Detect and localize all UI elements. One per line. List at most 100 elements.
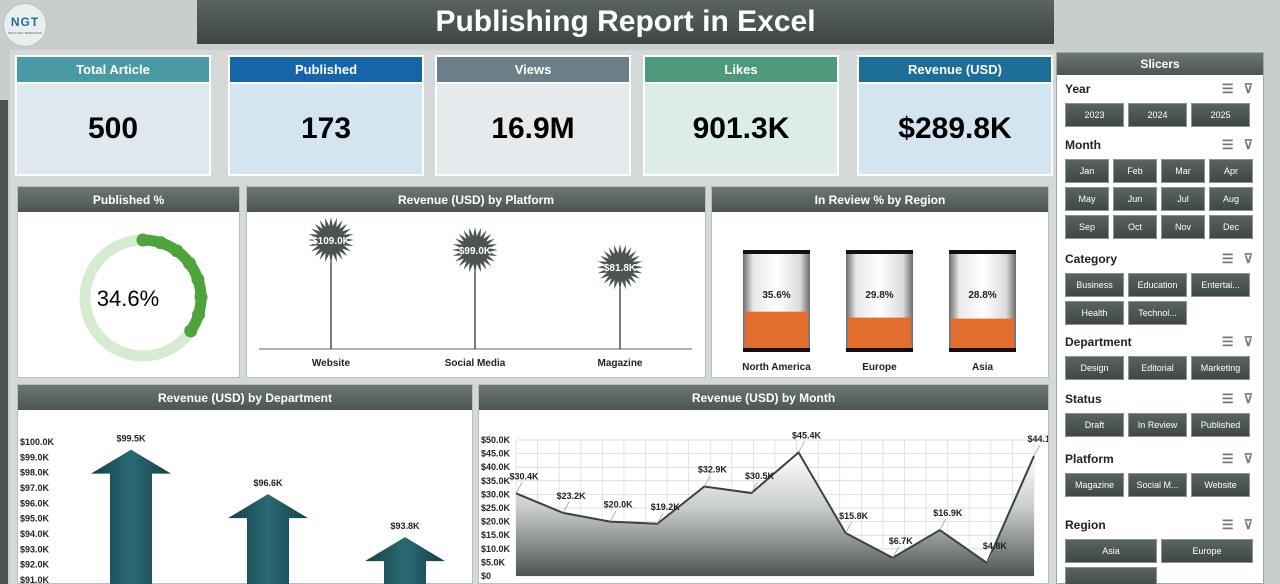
month-area: [516, 452, 1034, 576]
clear-filter-icon[interactable]: ⊽: [1243, 81, 1253, 96]
multiselect-icon[interactable]: ☰: [1221, 137, 1234, 152]
month-ytick: $35.0K: [481, 476, 511, 486]
multiselect-icon[interactable]: ☰: [1221, 334, 1234, 349]
slicer-item[interactable]: Website: [1191, 473, 1250, 497]
slicer-item[interactable]: Mar: [1161, 159, 1205, 183]
slicer-header: Department ☰ ⊽: [1065, 332, 1253, 352]
kpi-card-views[interactable]: Views 16.9M: [435, 55, 631, 176]
month-leader: [751, 481, 758, 494]
clear-filter-icon[interactable]: ⊽: [1243, 137, 1253, 152]
clear-filter-icon[interactable]: ⊽: [1243, 517, 1253, 532]
multiselect-icon[interactable]: ☰: [1221, 517, 1234, 532]
dept-ytick: $95.0K: [20, 514, 50, 524]
slicer-item[interactable]: Feb: [1113, 159, 1157, 183]
month-panel[interactable]: Revenue (USD) by Month $50.0K $45.0K $40.0…: [478, 384, 1049, 584]
slicer-item[interactable]: Business: [1065, 273, 1124, 297]
slicer-platform: Platform ☰ ⊽ Magazine Social M... Website: [1065, 449, 1253, 497]
department-panel[interactable]: Revenue (USD) by Department $100.0K $99.0…: [17, 384, 473, 584]
slicers-title: Slicers: [1057, 53, 1263, 75]
multiselect-icon[interactable]: ☰: [1221, 251, 1234, 266]
slicer-item[interactable]: Draft: [1065, 413, 1124, 437]
slicer-item[interactable]: Nov: [1161, 215, 1205, 239]
slicer-item[interactable]: Oct: [1113, 215, 1157, 239]
platform-value-label: $99.0K: [459, 246, 492, 257]
slicer-item[interactable]: Marketing: [1191, 356, 1250, 380]
region-value-label: 35.6%: [762, 290, 790, 301]
month-leader: [656, 512, 664, 524]
platform-value-label: $109.0K: [312, 236, 351, 247]
clear-filter-icon[interactable]: ⊽: [1243, 334, 1253, 349]
slicer-item[interactable]: Technol...: [1128, 301, 1187, 325]
dept-ytick: $96.0K: [20, 498, 50, 508]
donut-knot: [183, 256, 197, 270]
slicer-item[interactable]: [1065, 567, 1157, 584]
slicer-item[interactable]: Magazine: [1065, 473, 1124, 497]
slicer-item[interactable]: Entertai...: [1191, 273, 1250, 297]
page-title: Publishing Report in Excel: [435, 5, 816, 38]
month-ytick: $5.0K: [481, 557, 506, 567]
slicer-item[interactable]: Aug: [1209, 187, 1253, 211]
panel-title: Revenue (USD) by Platform: [247, 187, 705, 212]
clear-filter-icon[interactable]: ⊽: [1243, 391, 1253, 406]
month-chart: $50.0K $45.0K $40.0K $35.0K $30.0K $25.0K $20.…: [481, 431, 1048, 581]
slicer-item[interactable]: Asia: [1065, 539, 1157, 563]
published-pct-panel[interactable]: Published % 34.6%: [17, 186, 240, 378]
region-panel[interactable]: In Review % by Region 35.6% North America…: [711, 186, 1049, 378]
multiselect-icon[interactable]: ☰: [1221, 81, 1234, 96]
month-leader: [939, 518, 947, 531]
slicer-item[interactable]: Education: [1128, 273, 1187, 297]
slicer-item[interactable]: Design: [1065, 356, 1124, 380]
donut-knot: [136, 233, 150, 247]
slicer-title: Month: [1065, 138, 1101, 152]
slicer-item[interactable]: Sep: [1065, 215, 1109, 239]
multiselect-icon[interactable]: ☰: [1221, 451, 1234, 466]
slicer-item[interactable]: May: [1065, 187, 1109, 211]
slicer-item[interactable]: 2025: [1191, 103, 1250, 127]
kpi-card-published[interactable]: Published 173: [228, 55, 424, 176]
kpi-label: Published: [230, 57, 422, 84]
clear-filter-icon[interactable]: ⊽: [1243, 251, 1253, 266]
slicer-item[interactable]: Editorial: [1128, 356, 1187, 380]
platform-panel[interactable]: Revenue (USD) by Platform $109.0K Website…: [246, 186, 706, 378]
region-cylinder-cap: [846, 250, 913, 254]
slicer-item[interactable]: In Review: [1128, 413, 1187, 437]
kpi-card-total-article[interactable]: Total Article 500: [15, 55, 211, 176]
dept-arrow: [365, 537, 445, 584]
month-ytick: $10.0K: [481, 544, 511, 554]
dept-ytick: $94.0K: [20, 529, 50, 539]
slicers-panel: Slicers Year ☰ ⊽ 2023 2024 2025 Month ☰ ⊽ Jan Feb M…: [1056, 52, 1264, 584]
region-category-label: Asia: [972, 362, 994, 373]
slicer-department: Department ☰ ⊽ Design Editorial Marketing: [1065, 332, 1253, 380]
clear-filter-icon[interactable]: ⊽: [1243, 451, 1253, 466]
slicer-item[interactable]: Dec: [1209, 215, 1253, 239]
month-value-label: $6.7K: [889, 536, 914, 546]
kpi-label: Total Article: [17, 57, 209, 84]
slicer-item[interactable]: Jun: [1113, 187, 1157, 211]
slicer-item[interactable]: 2024: [1128, 103, 1187, 127]
slicer-item[interactable]: Europe: [1161, 539, 1253, 563]
slicer-region: Region ☰ ⊽ Asia Europe: [1065, 515, 1253, 584]
dept-ytick: $98.0K: [20, 468, 50, 478]
kpi-value: 16.9M: [437, 84, 629, 174]
slicer-item[interactable]: Published: [1191, 413, 1250, 437]
dept-value-label: $96.6K: [253, 478, 283, 488]
slicer-category: Category ☰ ⊽ Business Education Entertai... He…: [1065, 249, 1253, 325]
slicer-item[interactable]: Jul: [1161, 187, 1205, 211]
month-value-label: $19.2K: [651, 502, 681, 512]
slicer-header: Month ☰ ⊽: [1065, 135, 1253, 155]
platform-value-label: $81.8K: [604, 263, 637, 274]
donut-label: 34.6%: [97, 286, 159, 311]
region-cylinder-base: [949, 348, 1016, 352]
slicer-item[interactable]: Social M...: [1128, 473, 1187, 497]
donut-knot: [170, 244, 184, 258]
slicer-item[interactable]: Jan: [1065, 159, 1109, 183]
dept-ytick: $97.0K: [20, 483, 50, 493]
slicer-year: Year ☰ ⊽ 2023 2024 2025: [1065, 79, 1253, 127]
slicer-item[interactable]: Health: [1065, 301, 1124, 325]
slicer-item[interactable]: 2023: [1065, 103, 1124, 127]
slicer-item[interactable]: Apr: [1209, 159, 1253, 183]
department-chart: $100.0K $99.0K $98.0K $97.0K $96.0K $95.0K $94…: [20, 434, 445, 584]
kpi-card-revenue[interactable]: Revenue (USD) $289.8K: [857, 55, 1053, 176]
kpi-card-likes[interactable]: Likes 901.3K: [643, 55, 839, 176]
multiselect-icon[interactable]: ☰: [1221, 391, 1234, 406]
